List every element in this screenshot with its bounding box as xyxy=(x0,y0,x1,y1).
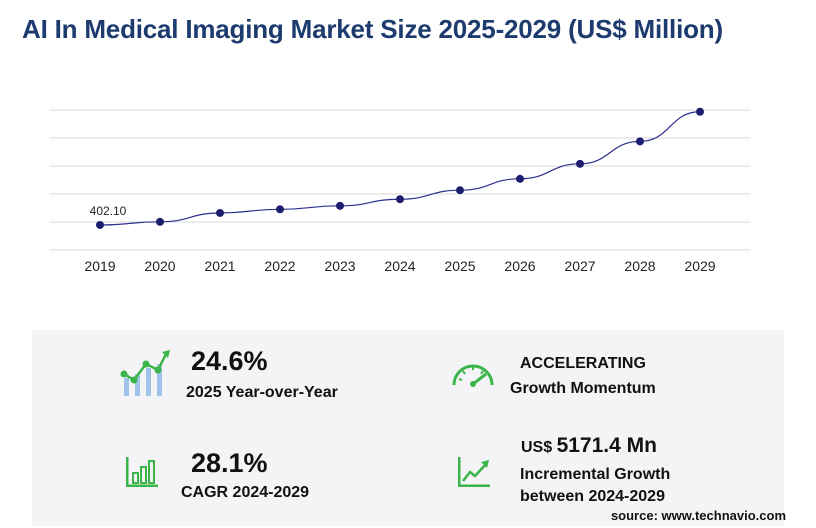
x-axis-ticks: 2019 2020 2021 2022 2023 2024 2025 2026 2027 2028… xyxy=(84,258,715,274)
trend-line-icon xyxy=(458,457,490,487)
growth-bars-icon xyxy=(120,350,170,396)
data-point xyxy=(276,205,284,214)
momentum-label: Growth Momentum xyxy=(510,380,656,397)
chart-title: AI In Medical Imaging Market Size 2025-2… xyxy=(22,14,723,44)
line-chart: 2019 2020 2021 2022 2023 2024 2025 2026 2027 2028… xyxy=(50,107,750,274)
data-point xyxy=(336,201,344,210)
data-point xyxy=(96,220,104,229)
data-point xyxy=(396,195,404,204)
data-point xyxy=(216,208,224,217)
yoy-label: 2025 Year-over-Year xyxy=(186,384,338,401)
yoy-value: 24.6% xyxy=(191,346,268,376)
x-tick-label: 2028 xyxy=(624,258,655,274)
incremental-value: 5171.4 Mn xyxy=(556,434,657,457)
x-tick-label: 2026 xyxy=(504,258,535,274)
x-tick-label: 2022 xyxy=(264,258,295,274)
x-tick-label: 2025 xyxy=(444,258,475,274)
source-credit: source: www.technavio.com xyxy=(610,508,786,523)
cagr-label: CAGR 2024-2029 xyxy=(181,484,310,501)
data-point xyxy=(636,137,644,146)
grid-lines xyxy=(50,109,750,251)
speedometer-icon xyxy=(452,364,494,387)
x-tick-label: 2029 xyxy=(684,258,715,274)
data-point xyxy=(456,186,464,195)
bar-chart-icon xyxy=(126,457,158,487)
stats-panel xyxy=(32,330,784,526)
data-point xyxy=(156,217,164,226)
cagr-value: 28.1% xyxy=(191,448,268,478)
series-markers xyxy=(96,107,704,229)
x-tick-label: 2024 xyxy=(384,258,415,274)
x-tick-label: 2020 xyxy=(144,258,175,274)
series-line xyxy=(99,111,701,226)
data-point xyxy=(516,174,524,183)
data-label: 402.10 xyxy=(90,204,127,218)
incremental-label-1: Incremental Growth xyxy=(520,466,671,483)
x-tick-label: 2019 xyxy=(84,258,115,274)
x-tick-label: 2021 xyxy=(204,258,235,274)
incremental-value-group: US$ 5171.4 Mn xyxy=(521,434,657,458)
incremental-currency: US$ xyxy=(521,439,553,456)
data-point xyxy=(696,107,704,116)
x-tick-label: 2027 xyxy=(564,258,595,274)
x-tick-label: 2023 xyxy=(324,258,355,274)
data-labels: 402.10 xyxy=(90,204,127,218)
incremental-label-2: between 2024-2029 xyxy=(520,488,665,505)
data-point xyxy=(576,159,584,168)
momentum-value: ACCELERATING xyxy=(520,355,646,372)
